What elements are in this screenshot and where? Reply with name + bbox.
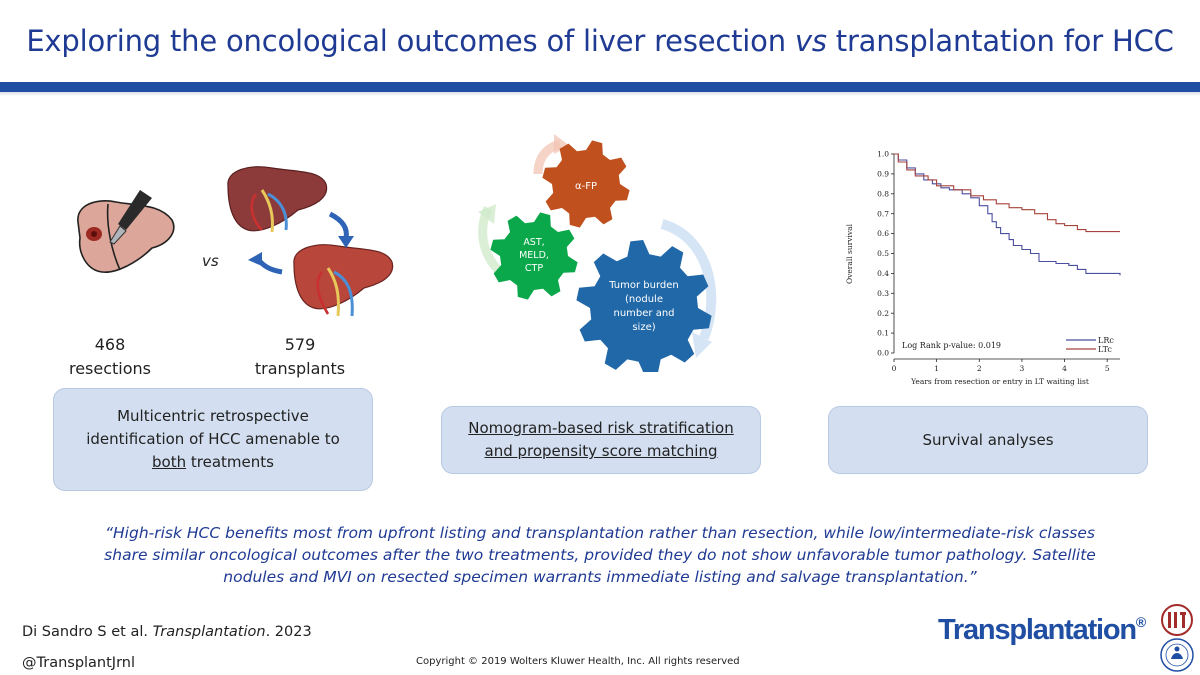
transplants-count: 579 — [284, 335, 316, 354]
transplants-count-block: 579 transplants — [248, 333, 352, 381]
title-band — [0, 82, 1200, 92]
x-tick-label: 3 — [1020, 364, 1025, 373]
gear-labs-label-1: AST, — [523, 237, 544, 248]
y-tick-label: 1.0 — [877, 150, 889, 159]
title-shadow — [0, 92, 1200, 96]
box-multicentric-identification: Multicentric retrospective identificatio… — [53, 388, 373, 491]
cycle-arrow-icon — [248, 211, 354, 275]
title-vs: vs — [794, 24, 827, 58]
gear-tumor-label-1: Tumor burden — [608, 280, 679, 291]
gear-afp-label: α-FP — [575, 181, 597, 192]
title-part: transplantation for HCC — [826, 24, 1174, 58]
cycle-arrowhead-afp — [554, 134, 570, 154]
x-tick-label: 2 — [977, 364, 982, 373]
chart-curves — [894, 153, 1121, 276]
box-left-emphasis: both — [152, 453, 187, 471]
page-title: Exploring the oncological outcomes of li… — [26, 24, 1174, 58]
resections-count: 468 — [94, 335, 126, 354]
box-middle-line2: and propensity score matching — [484, 442, 718, 460]
recipient-liver-icon — [293, 244, 394, 317]
series-line-ltc — [894, 153, 1120, 233]
chart-xlabel: Years from resection or entry in LT wait… — [910, 377, 1089, 386]
donor-liver-icon — [227, 166, 328, 233]
title-part: Exploring the oncological outcomes of li… — [26, 24, 795, 58]
legend-label-lrc: LRc — [1098, 336, 1114, 345]
quote-line-2: share similar oncological outcomes after… — [104, 546, 1096, 564]
copyright-notice: Copyright © 2019 Wolters Kluwer Health, … — [416, 656, 740, 667]
gear-labs-label-3: CTP — [525, 263, 543, 274]
transplants-label: transplants — [254, 359, 346, 378]
gear-tumor — [576, 240, 712, 372]
society-seal-icon — [1160, 638, 1194, 672]
gear-labs-label-2: MELD, — [519, 250, 549, 261]
y-tick-label: 0.5 — [877, 249, 889, 258]
quote-line-1: “High-risk HCC benefits most from upfron… — [105, 524, 1095, 542]
box-nomogram-stratification: Nomogram-based risk stratification and p… — [441, 406, 761, 474]
vs-label: vs — [202, 252, 219, 270]
citation: Di Sandro S et al. Transplantation. 2023 — [22, 624, 312, 640]
gear-afp — [542, 140, 630, 228]
y-tick-label: 0.9 — [877, 170, 889, 179]
cycle-arrowhead-labs — [478, 204, 496, 224]
y-tick-label: 0.1 — [877, 329, 889, 338]
x-tick-label: 0 — [892, 364, 897, 373]
scalpel-icon — [109, 190, 152, 245]
resections-label: resections — [68, 359, 152, 378]
survival-chart: 0.00.10.20.30.40.50.60.70.80.91.00 1 2 3 4 5 … — [845, 150, 1121, 386]
cycle-arrowhead-tumor — [692, 332, 712, 358]
box-survival-analyses: Survival analyses — [828, 406, 1148, 474]
y-tick-label: 0.2 — [877, 309, 889, 318]
x-tick-label: 1 — [934, 364, 939, 373]
brand-wordmark: Transplantation — [938, 614, 1137, 646]
chart-annotation: Log Rank p-value: 0.019 — [902, 341, 1001, 350]
journal-brand: Transplantation® — [938, 614, 1146, 647]
box-left-line2: identification of HCC amenable to — [86, 430, 340, 448]
gear-labs-body — [490, 212, 578, 300]
y-tick-label: 0.4 — [877, 269, 889, 278]
y-tick-label: 0.0 — [877, 349, 889, 358]
series-line-lrc — [894, 153, 1121, 276]
gear-tumor-label-2: (nodule — [625, 294, 663, 305]
gear-tumor-body — [576, 240, 712, 372]
y-tick-label: 0.7 — [877, 209, 889, 218]
citation-authors: Di Sandro S et al. — [22, 624, 153, 640]
title-bar: Exploring the oncological outcomes of li… — [0, 0, 1200, 82]
y-tick-label: 0.8 — [877, 189, 889, 198]
box-left-line3: both treatments — [86, 451, 340, 474]
x-tick-label: 5 — [1105, 364, 1110, 373]
box-left-line3-rest: treatments — [186, 453, 274, 471]
citation-year: . 2023 — [265, 624, 312, 640]
resections-count-block: 468 resections — [60, 333, 160, 381]
box-middle-line1: Nomogram-based risk stratification — [468, 419, 734, 437]
liver-resection-icon — [77, 200, 175, 273]
box-right-text: Survival analyses — [922, 430, 1054, 449]
quote-line-3: nodules and MVI on resected specimen war… — [223, 568, 977, 586]
gear-tumor-label-4: size) — [632, 322, 655, 333]
society-logo-icon — [1161, 604, 1193, 636]
gear-tumor-label-3: number and — [613, 308, 674, 319]
conclusion-quote: “High-risk HCC benefits most from upfron… — [30, 522, 1170, 588]
citation-journal: Transplantation — [152, 624, 266, 640]
twitter-handle[interactable]: @TransplantJrnl — [22, 655, 136, 671]
gears-diagram: α-FP AST, MELD, CTP Tumor burden (nodule… — [478, 134, 717, 372]
y-tick-label: 0.3 — [877, 289, 889, 298]
chart-axes: 0.0 0.1 0.2 0.3 0.4 0.5 0.6 0.7 0.8 0.9 1.0 0 1 2 3 4 5 — [877, 150, 1120, 373]
x-tick-label: 4 — [1062, 364, 1067, 373]
gear-labs — [490, 212, 578, 300]
gear-afp-body — [542, 140, 630, 228]
chart-ylabel: Overall survival — [845, 223, 854, 284]
box-left-line1: Multicentric retrospective — [117, 407, 309, 425]
y-tick-label: 0.6 — [877, 229, 889, 238]
brand-registered-mark: ® — [1135, 614, 1147, 630]
legend-label-ltc: LTc — [1098, 345, 1112, 354]
